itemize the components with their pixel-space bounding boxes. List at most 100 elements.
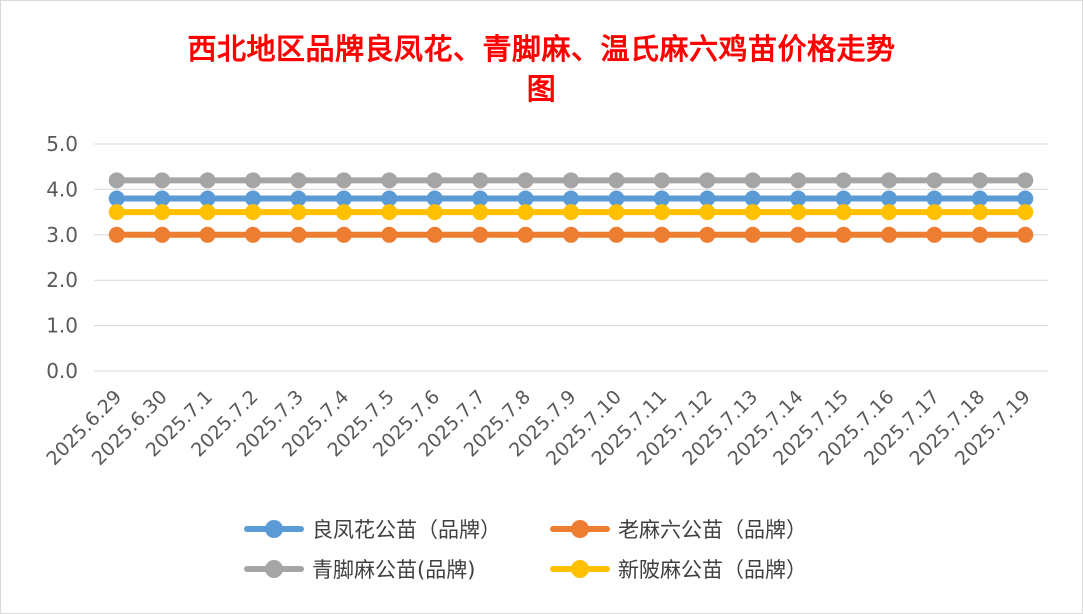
series-2-point-9 bbox=[517, 226, 534, 243]
series-4-point-0 bbox=[108, 204, 125, 221]
series-4-point-6 bbox=[381, 204, 398, 221]
series-2-point-17 bbox=[881, 226, 897, 243]
series-1-point-19 bbox=[971, 190, 988, 207]
series-3-point-0 bbox=[108, 172, 125, 189]
series-4-point-4 bbox=[290, 204, 307, 221]
series-4-point-2 bbox=[199, 204, 216, 221]
series-1-point-7 bbox=[426, 190, 443, 207]
series-4-point-13 bbox=[699, 204, 716, 221]
series-2-point-15 bbox=[790, 226, 807, 243]
series-3-point-12 bbox=[653, 172, 670, 189]
y-tick-label-4: 4.0 bbox=[46, 177, 78, 201]
series-3-point-9 bbox=[517, 172, 534, 189]
series-1-point-3 bbox=[245, 190, 261, 207]
series-2-point-16 bbox=[835, 226, 852, 243]
series-2-point-4 bbox=[290, 226, 307, 243]
legend-swatch-series-2 bbox=[548, 514, 612, 544]
legend-item-series-1[interactable]: 良凤花公苗（品牌） bbox=[242, 514, 501, 544]
series-3-point-10 bbox=[563, 172, 579, 189]
series-4-point-14 bbox=[744, 204, 761, 221]
series-2-point-18 bbox=[926, 226, 943, 243]
series-4-point-5 bbox=[335, 204, 352, 221]
legend-swatch-series-3 bbox=[242, 554, 306, 584]
series-4-point-8 bbox=[472, 204, 489, 221]
series-3-point-7 bbox=[426, 172, 443, 189]
series-2-point-10 bbox=[563, 226, 579, 243]
series-4-point-11 bbox=[608, 204, 625, 221]
series-3-point-14 bbox=[744, 172, 761, 189]
series-3-point-18 bbox=[926, 172, 943, 189]
series-1-point-11 bbox=[608, 190, 625, 207]
series-3-point-1 bbox=[154, 172, 171, 189]
legend-label-series-3: 青脚麻公苗(品牌) bbox=[312, 558, 476, 582]
legend-label-series-2: 老麻六公苗（品牌） bbox=[618, 518, 807, 542]
series-3-point-17 bbox=[881, 172, 897, 189]
legend-label-series-4: 新陂麻公苗（品牌） bbox=[618, 558, 807, 582]
series-3-point-6 bbox=[381, 172, 398, 189]
series-1-point-4 bbox=[290, 190, 307, 207]
series-4-point-18 bbox=[926, 204, 943, 221]
series-2-point-11 bbox=[608, 226, 625, 243]
series-4-point-10 bbox=[563, 204, 579, 221]
series-1-point-10 bbox=[563, 190, 579, 207]
series-4-point-15 bbox=[790, 204, 807, 221]
series-2-point-19 bbox=[971, 226, 988, 243]
series-1-point-14 bbox=[744, 190, 761, 207]
series-2-point-13 bbox=[699, 226, 716, 243]
series-2-point-7 bbox=[426, 226, 443, 243]
series-4-point-3 bbox=[245, 204, 261, 221]
series-4-point-9 bbox=[517, 204, 534, 221]
series-1-point-0 bbox=[108, 190, 125, 207]
series-3-point-5 bbox=[335, 172, 352, 189]
series-2-point-2 bbox=[199, 226, 216, 243]
series-1-point-16 bbox=[835, 190, 852, 207]
series-1-point-17 bbox=[881, 190, 897, 207]
y-tick-label-3: 3.0 bbox=[46, 223, 78, 247]
series-2-point-1 bbox=[154, 226, 171, 243]
series-3-point-19 bbox=[971, 172, 988, 189]
legend-label-series-1: 良凤花公苗（品牌） bbox=[312, 518, 501, 542]
series-1-point-1 bbox=[154, 190, 171, 207]
series-1-point-6 bbox=[381, 190, 398, 207]
legend-swatch-series-1 bbox=[242, 514, 306, 544]
series-4-point-1 bbox=[154, 204, 171, 221]
series-4-point-17 bbox=[881, 204, 897, 221]
series-1-point-18 bbox=[926, 190, 943, 207]
series-1-point-2 bbox=[199, 190, 216, 207]
series-1-point-8 bbox=[472, 190, 489, 207]
y-tick-label-1: 1.0 bbox=[46, 314, 78, 338]
series-4-point-7 bbox=[426, 204, 443, 221]
series-3-point-3 bbox=[245, 172, 261, 189]
y-tick-label-5: 5.0 bbox=[46, 132, 78, 156]
series-3-point-11 bbox=[608, 172, 625, 189]
legend-item-series-2[interactable]: 老麻六公苗（品牌） bbox=[548, 514, 807, 544]
series-4-point-19 bbox=[971, 204, 988, 221]
y-tick-label-0: 0.0 bbox=[46, 359, 78, 383]
series-2-point-8 bbox=[472, 226, 489, 243]
y-tick-label-2: 2.0 bbox=[46, 268, 78, 292]
series-3-point-20 bbox=[1017, 172, 1034, 189]
series-3-point-16 bbox=[835, 172, 852, 189]
series-3-point-4 bbox=[290, 172, 307, 189]
legend-item-series-4[interactable]: 新陂麻公苗（品牌） bbox=[548, 554, 807, 584]
series-2-point-5 bbox=[335, 226, 352, 243]
series-1-point-20 bbox=[1017, 190, 1034, 207]
chart-title-line-1: 西北地区品牌良凤花、青脚麻、温氏麻六鸡苗价格走势 bbox=[187, 32, 896, 66]
series-1-point-13 bbox=[699, 190, 716, 207]
series-1-point-12 bbox=[653, 190, 670, 207]
series-3-point-2 bbox=[199, 172, 216, 189]
series-4-point-16 bbox=[835, 204, 852, 221]
series-2-point-14 bbox=[744, 226, 761, 243]
series-4-point-20 bbox=[1017, 204, 1034, 221]
series-1-point-9 bbox=[517, 190, 534, 207]
series-2-point-20 bbox=[1017, 226, 1034, 243]
series-2-point-0 bbox=[108, 226, 125, 243]
series-1-point-5 bbox=[335, 190, 352, 207]
series-4-point-12 bbox=[653, 204, 670, 221]
series-2-point-6 bbox=[381, 226, 398, 243]
legend-item-series-3[interactable]: 青脚麻公苗(品牌) bbox=[242, 554, 475, 584]
legend-swatch-series-4 bbox=[548, 554, 612, 584]
series-1-point-15 bbox=[790, 190, 807, 207]
